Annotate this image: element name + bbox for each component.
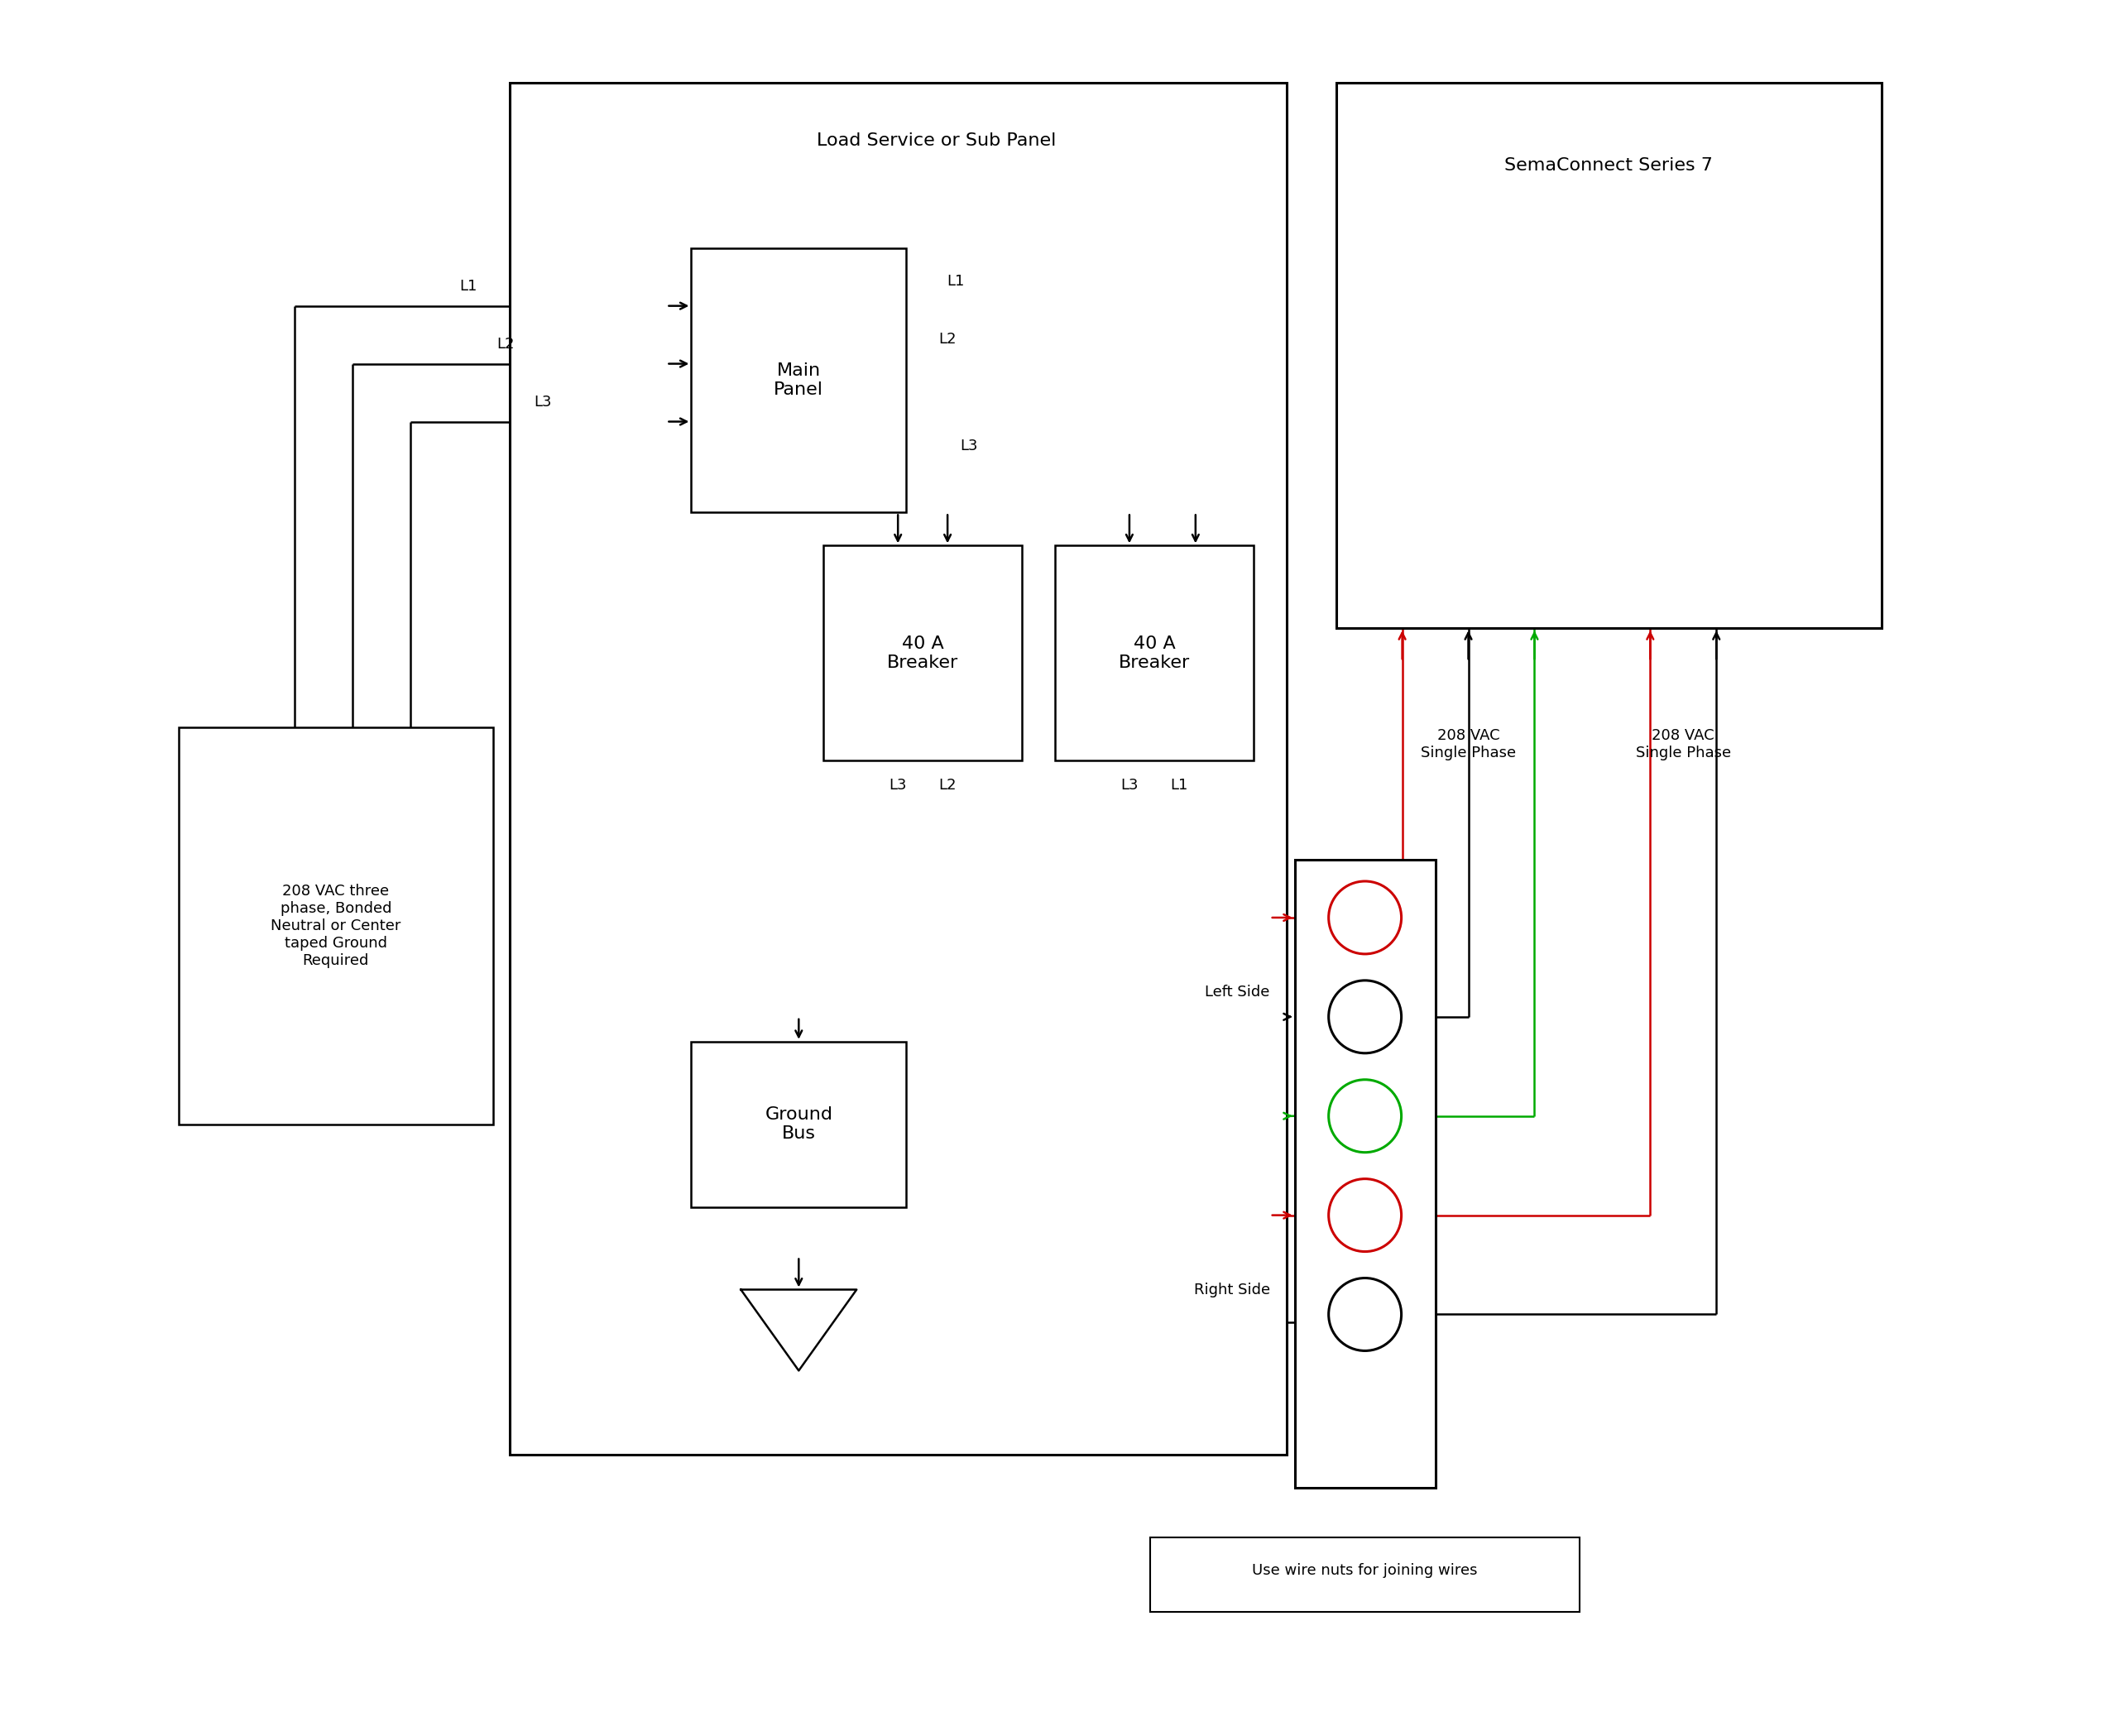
Text: L3: L3 — [960, 439, 977, 453]
Text: L1: L1 — [460, 278, 477, 293]
Text: Main
Panel: Main Panel — [774, 363, 823, 398]
Text: 40 A
Breaker: 40 A Breaker — [886, 635, 958, 670]
Text: 40 A
Breaker: 40 A Breaker — [1118, 635, 1190, 670]
Text: 208 VAC
Single Phase: 208 VAC Single Phase — [1420, 727, 1515, 760]
Text: L1: L1 — [1171, 778, 1188, 793]
Text: L3: L3 — [534, 394, 551, 410]
Bar — [1336, 83, 1882, 628]
Circle shape — [1329, 1080, 1401, 1153]
Bar — [1150, 1538, 1580, 1613]
Bar — [1055, 545, 1253, 760]
Bar — [1296, 859, 1435, 1488]
Bar — [509, 83, 1287, 1455]
Circle shape — [1329, 1278, 1401, 1351]
Text: Load Service or Sub Panel: Load Service or Sub Panel — [817, 132, 1057, 149]
Text: Left Side: Left Side — [1205, 984, 1270, 1000]
Text: L2: L2 — [496, 337, 515, 351]
Circle shape — [1329, 882, 1401, 955]
Text: Ground
Bus: Ground Bus — [764, 1106, 833, 1142]
Text: L3: L3 — [888, 778, 907, 793]
Text: Use wire nuts for joining wires: Use wire nuts for joining wires — [1251, 1562, 1477, 1578]
Text: L3: L3 — [1120, 778, 1137, 793]
Circle shape — [1329, 981, 1401, 1054]
Text: L2: L2 — [939, 778, 956, 793]
Bar — [823, 545, 1021, 760]
Text: SemaConnect Series 7: SemaConnect Series 7 — [1504, 156, 1713, 174]
Bar — [692, 1042, 905, 1207]
Text: 208 VAC three
phase, Bonded
Neutral or Center
taped Ground
Required: 208 VAC three phase, Bonded Neutral or C… — [270, 884, 401, 967]
Text: 208 VAC
Single Phase: 208 VAC Single Phase — [1635, 727, 1730, 760]
Text: L2: L2 — [939, 332, 956, 347]
Text: Right Side: Right Side — [1194, 1283, 1270, 1297]
Bar — [692, 248, 905, 512]
Text: L1: L1 — [947, 274, 964, 288]
Circle shape — [1329, 1179, 1401, 1252]
Bar — [179, 727, 494, 1125]
